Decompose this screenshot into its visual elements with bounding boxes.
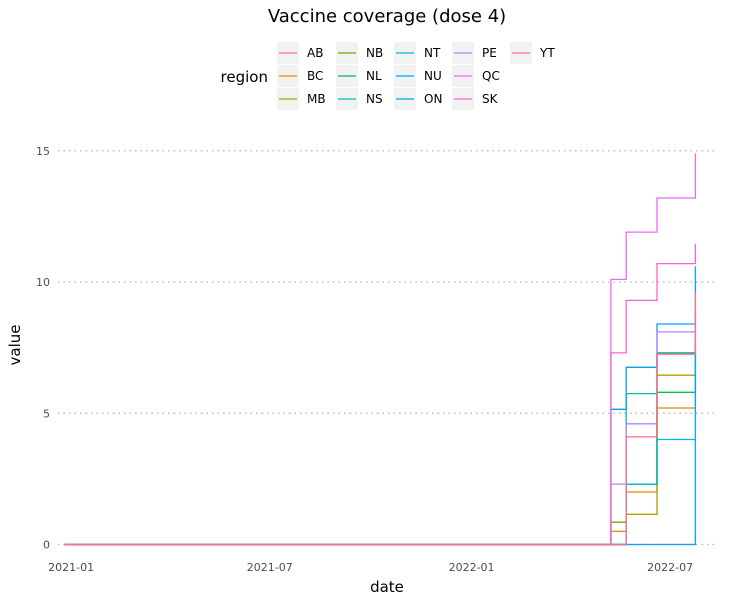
- legend-label: MB: [307, 92, 326, 106]
- legend: region AB BC MB NB NL NS NT NU ON PE QC SK YT: [221, 42, 555, 110]
- y-axis: 0 5 10 15: [36, 145, 50, 552]
- legend-label: AB: [307, 46, 323, 60]
- legend-item-mb: MB: [277, 88, 326, 110]
- series-line-qc: [64, 153, 697, 546]
- legend-label: NS: [366, 92, 383, 106]
- legend-label: NU: [424, 69, 442, 83]
- series-line-yt: [64, 292, 697, 546]
- legend-label: ON: [424, 92, 442, 106]
- legend-label: NB: [366, 46, 383, 60]
- legend-label: NL: [366, 69, 382, 83]
- legend-item-nl: NL: [336, 65, 382, 87]
- series-line-nu: [64, 266, 697, 546]
- gridlines: [58, 150, 714, 546]
- series-line-on: [64, 313, 697, 546]
- legend-item-on: ON: [394, 88, 442, 110]
- y-tick-label: 10: [36, 276, 50, 289]
- legend-item-ab: AB: [277, 42, 323, 64]
- x-axis: 2021-01 2021-07 2022-01 2022-07: [48, 561, 693, 574]
- legend-label: PE: [482, 46, 497, 60]
- series-line-nb: [64, 345, 697, 546]
- y-tick-label: 15: [36, 145, 50, 158]
- legend-label: BC: [307, 69, 323, 83]
- legend-label: SK: [482, 92, 499, 106]
- legend-item-nt: NT: [394, 42, 441, 64]
- series-line-mb: [64, 342, 697, 546]
- chart-title: Vaccine coverage (dose 4): [268, 6, 506, 27]
- y-tick-label: 0: [43, 539, 50, 552]
- legend-item-nb: NB: [336, 42, 383, 64]
- x-tick-label: 2022-01: [449, 561, 495, 574]
- y-axis-title: value: [6, 325, 24, 366]
- series-line-pe: [64, 318, 697, 546]
- x-tick-label: 2021-01: [48, 561, 94, 574]
- legend-item-ns: NS: [336, 88, 383, 110]
- y-tick-label: 5: [43, 407, 50, 420]
- legend-item-sk: SK: [452, 88, 499, 110]
- series-line-sk: [64, 243, 697, 546]
- x-axis-title: date: [370, 578, 404, 596]
- series-line-nt: [64, 438, 696, 546]
- legend-label: NT: [424, 46, 441, 60]
- legend-label: QC: [482, 69, 500, 83]
- x-tick-label: 2021-07: [247, 561, 293, 574]
- legend-label: YT: [539, 46, 555, 60]
- legend-item-qc: QC: [452, 65, 500, 87]
- legend-item-pe: PE: [452, 42, 497, 64]
- legend-item-bc: BC: [277, 65, 323, 87]
- series-line-bc: [64, 352, 697, 546]
- series-lines: [64, 153, 697, 546]
- series-line-nl: [64, 350, 697, 546]
- series-line-ns: [64, 352, 696, 546]
- x-tick-label: 2022-07: [647, 561, 693, 574]
- legend-title: region: [221, 68, 268, 86]
- legend-item-nu: NU: [394, 65, 442, 87]
- legend-item-yt: YT: [510, 42, 555, 64]
